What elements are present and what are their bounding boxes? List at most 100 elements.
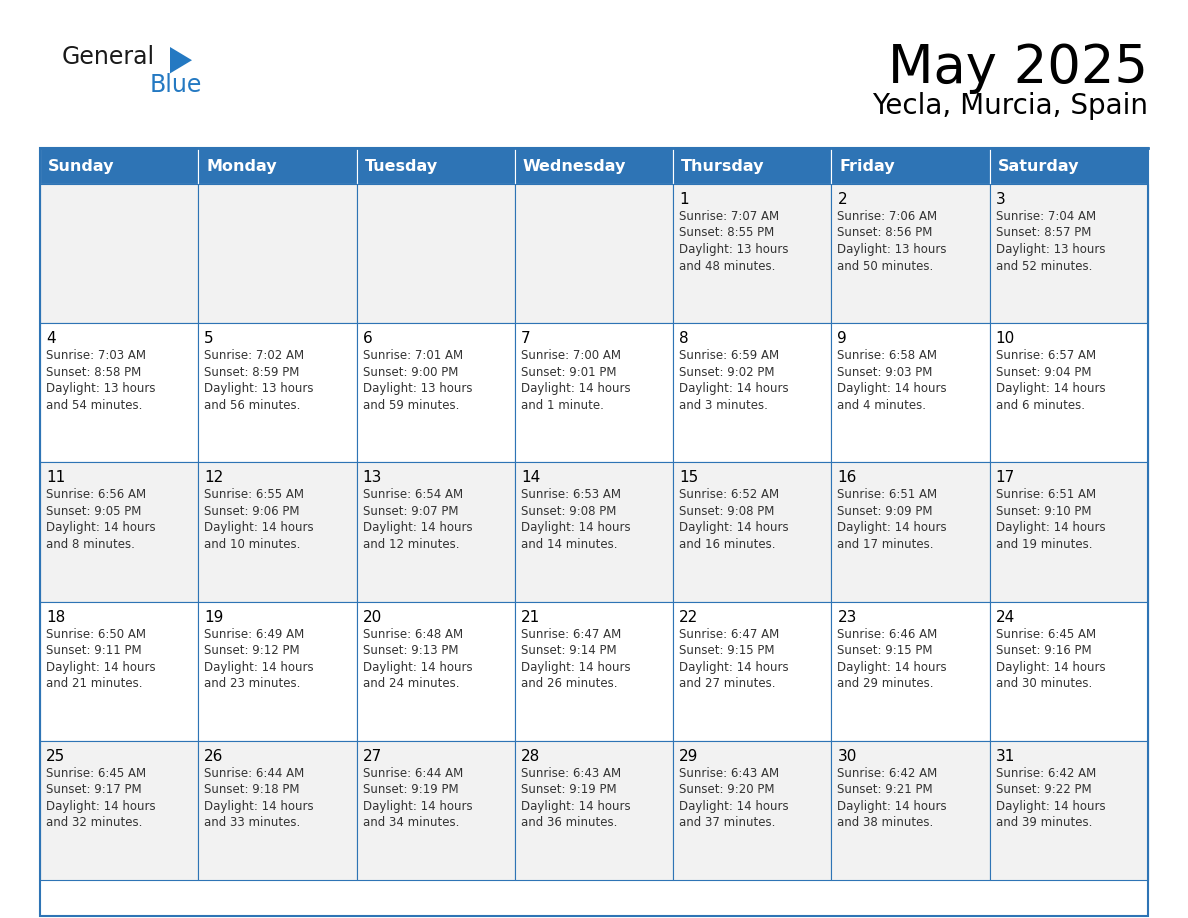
Bar — [832, 323, 990, 463]
Bar — [198, 463, 356, 601]
Bar — [40, 323, 198, 463]
Text: Friday: Friday — [840, 159, 895, 174]
Bar — [198, 741, 356, 880]
Text: Sunrise: 7:00 AM
Sunset: 9:01 PM
Daylight: 14 hours
and 1 minute.: Sunrise: 7:00 AM Sunset: 9:01 PM Dayligh… — [520, 349, 631, 411]
Text: 4: 4 — [46, 331, 56, 346]
Bar — [40, 741, 198, 880]
Text: Sunrise: 7:01 AM
Sunset: 9:00 PM
Daylight: 13 hours
and 59 minutes.: Sunrise: 7:01 AM Sunset: 9:00 PM Dayligh… — [362, 349, 472, 411]
Bar — [990, 601, 1148, 741]
Text: 21: 21 — [520, 610, 541, 624]
Bar — [356, 148, 514, 184]
Bar — [514, 184, 674, 323]
Bar — [674, 148, 832, 184]
Bar — [514, 463, 674, 601]
Text: 12: 12 — [204, 470, 223, 486]
Text: Sunrise: 6:47 AM
Sunset: 9:15 PM
Daylight: 14 hours
and 27 minutes.: Sunrise: 6:47 AM Sunset: 9:15 PM Dayligh… — [680, 628, 789, 690]
Text: Sunrise: 6:52 AM
Sunset: 9:08 PM
Daylight: 14 hours
and 16 minutes.: Sunrise: 6:52 AM Sunset: 9:08 PM Dayligh… — [680, 488, 789, 551]
Text: 30: 30 — [838, 749, 857, 764]
Text: Blue: Blue — [150, 73, 202, 97]
Text: 16: 16 — [838, 470, 857, 486]
Text: Sunrise: 6:45 AM
Sunset: 9:16 PM
Daylight: 14 hours
and 30 minutes.: Sunrise: 6:45 AM Sunset: 9:16 PM Dayligh… — [996, 628, 1105, 690]
Text: Sunrise: 6:42 AM
Sunset: 9:22 PM
Daylight: 14 hours
and 39 minutes.: Sunrise: 6:42 AM Sunset: 9:22 PM Dayligh… — [996, 767, 1105, 829]
Text: Sunrise: 6:43 AM
Sunset: 9:20 PM
Daylight: 14 hours
and 37 minutes.: Sunrise: 6:43 AM Sunset: 9:20 PM Dayligh… — [680, 767, 789, 829]
Text: Wednesday: Wednesday — [523, 159, 626, 174]
Text: Sunrise: 7:04 AM
Sunset: 8:57 PM
Daylight: 13 hours
and 52 minutes.: Sunrise: 7:04 AM Sunset: 8:57 PM Dayligh… — [996, 210, 1105, 273]
Text: 8: 8 — [680, 331, 689, 346]
Bar — [674, 323, 832, 463]
Text: 13: 13 — [362, 470, 383, 486]
Text: Sunrise: 6:56 AM
Sunset: 9:05 PM
Daylight: 14 hours
and 8 minutes.: Sunrise: 6:56 AM Sunset: 9:05 PM Dayligh… — [46, 488, 156, 551]
Text: Sunrise: 6:43 AM
Sunset: 9:19 PM
Daylight: 14 hours
and 36 minutes.: Sunrise: 6:43 AM Sunset: 9:19 PM Dayligh… — [520, 767, 631, 829]
Bar — [514, 601, 674, 741]
Text: May 2025: May 2025 — [887, 42, 1148, 94]
Text: 14: 14 — [520, 470, 541, 486]
Polygon shape — [170, 47, 192, 73]
Text: Sunrise: 6:50 AM
Sunset: 9:11 PM
Daylight: 14 hours
and 21 minutes.: Sunrise: 6:50 AM Sunset: 9:11 PM Dayligh… — [46, 628, 156, 690]
Text: 2: 2 — [838, 192, 847, 207]
Text: 18: 18 — [46, 610, 65, 624]
Bar — [514, 148, 674, 184]
Bar — [514, 323, 674, 463]
Bar — [990, 184, 1148, 323]
Text: Sunrise: 6:44 AM
Sunset: 9:18 PM
Daylight: 14 hours
and 33 minutes.: Sunrise: 6:44 AM Sunset: 9:18 PM Dayligh… — [204, 767, 314, 829]
Text: Sunrise: 6:51 AM
Sunset: 9:10 PM
Daylight: 14 hours
and 19 minutes.: Sunrise: 6:51 AM Sunset: 9:10 PM Dayligh… — [996, 488, 1105, 551]
Bar — [514, 741, 674, 880]
Text: Monday: Monday — [207, 159, 277, 174]
Bar — [40, 148, 1148, 916]
Text: 24: 24 — [996, 610, 1015, 624]
Bar — [674, 601, 832, 741]
Bar — [832, 741, 990, 880]
Text: 22: 22 — [680, 610, 699, 624]
Text: 6: 6 — [362, 331, 372, 346]
Text: 26: 26 — [204, 749, 223, 764]
Text: Sunrise: 6:46 AM
Sunset: 9:15 PM
Daylight: 14 hours
and 29 minutes.: Sunrise: 6:46 AM Sunset: 9:15 PM Dayligh… — [838, 628, 947, 690]
Text: 10: 10 — [996, 331, 1015, 346]
Text: 15: 15 — [680, 470, 699, 486]
Bar — [40, 601, 198, 741]
Text: 19: 19 — [204, 610, 223, 624]
Text: 7: 7 — [520, 331, 531, 346]
Bar — [356, 323, 514, 463]
Bar — [832, 463, 990, 601]
Bar — [356, 463, 514, 601]
Bar — [356, 601, 514, 741]
Bar — [40, 463, 198, 601]
Text: Sunrise: 7:06 AM
Sunset: 8:56 PM
Daylight: 13 hours
and 50 minutes.: Sunrise: 7:06 AM Sunset: 8:56 PM Dayligh… — [838, 210, 947, 273]
Text: Sunrise: 6:44 AM
Sunset: 9:19 PM
Daylight: 14 hours
and 34 minutes.: Sunrise: 6:44 AM Sunset: 9:19 PM Dayligh… — [362, 767, 472, 829]
Text: Sunrise: 7:03 AM
Sunset: 8:58 PM
Daylight: 13 hours
and 54 minutes.: Sunrise: 7:03 AM Sunset: 8:58 PM Dayligh… — [46, 349, 156, 411]
Text: General: General — [62, 45, 156, 69]
Text: 25: 25 — [46, 749, 65, 764]
Text: Saturday: Saturday — [998, 159, 1079, 174]
Text: 5: 5 — [204, 331, 214, 346]
Text: Tuesday: Tuesday — [365, 159, 437, 174]
Bar — [674, 463, 832, 601]
Text: Sunrise: 6:48 AM
Sunset: 9:13 PM
Daylight: 14 hours
and 24 minutes.: Sunrise: 6:48 AM Sunset: 9:13 PM Dayligh… — [362, 628, 472, 690]
Text: 3: 3 — [996, 192, 1005, 207]
Text: 1: 1 — [680, 192, 689, 207]
Text: 11: 11 — [46, 470, 65, 486]
Text: Sunrise: 6:45 AM
Sunset: 9:17 PM
Daylight: 14 hours
and 32 minutes.: Sunrise: 6:45 AM Sunset: 9:17 PM Dayligh… — [46, 767, 156, 829]
Bar — [356, 741, 514, 880]
Text: 28: 28 — [520, 749, 541, 764]
Bar — [990, 148, 1148, 184]
Text: Sunrise: 6:47 AM
Sunset: 9:14 PM
Daylight: 14 hours
and 26 minutes.: Sunrise: 6:47 AM Sunset: 9:14 PM Dayligh… — [520, 628, 631, 690]
Bar — [832, 148, 990, 184]
Text: 29: 29 — [680, 749, 699, 764]
Text: 20: 20 — [362, 610, 381, 624]
Bar — [990, 741, 1148, 880]
Text: Thursday: Thursday — [681, 159, 765, 174]
Text: Sunrise: 6:58 AM
Sunset: 9:03 PM
Daylight: 14 hours
and 4 minutes.: Sunrise: 6:58 AM Sunset: 9:03 PM Dayligh… — [838, 349, 947, 411]
Text: 17: 17 — [996, 470, 1015, 486]
Text: 27: 27 — [362, 749, 381, 764]
Bar — [990, 323, 1148, 463]
Text: Sunrise: 6:42 AM
Sunset: 9:21 PM
Daylight: 14 hours
and 38 minutes.: Sunrise: 6:42 AM Sunset: 9:21 PM Dayligh… — [838, 767, 947, 829]
Bar — [832, 184, 990, 323]
Text: Sunrise: 6:51 AM
Sunset: 9:09 PM
Daylight: 14 hours
and 17 minutes.: Sunrise: 6:51 AM Sunset: 9:09 PM Dayligh… — [838, 488, 947, 551]
Bar — [198, 148, 356, 184]
Bar — [198, 601, 356, 741]
Bar — [356, 184, 514, 323]
Text: Yecla, Murcia, Spain: Yecla, Murcia, Spain — [872, 92, 1148, 120]
Bar — [40, 148, 198, 184]
Text: Sunrise: 6:54 AM
Sunset: 9:07 PM
Daylight: 14 hours
and 12 minutes.: Sunrise: 6:54 AM Sunset: 9:07 PM Dayligh… — [362, 488, 472, 551]
Bar — [674, 184, 832, 323]
